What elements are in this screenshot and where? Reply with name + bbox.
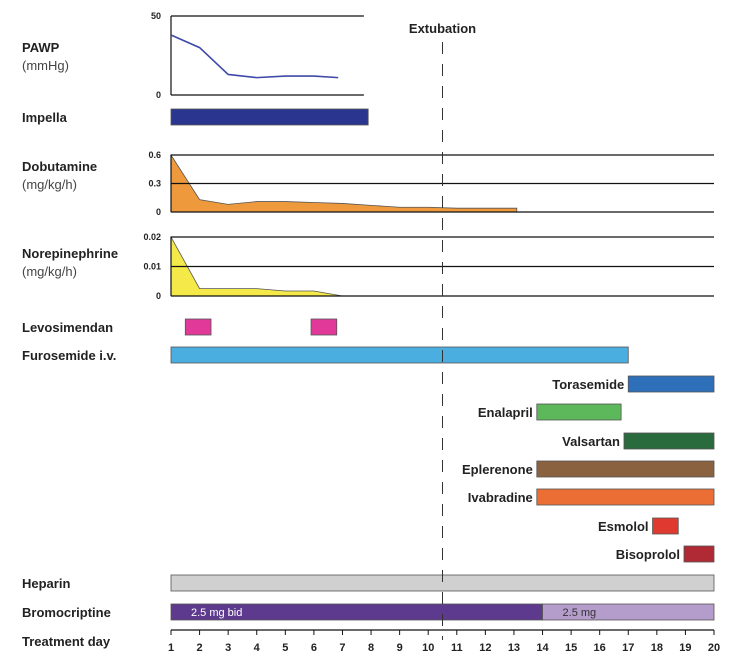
bar-segment (536, 460, 715, 478)
y-tick-label: 0 (156, 207, 161, 217)
x-tick-label: 19 (679, 642, 691, 654)
x-tick-label: 8 (368, 642, 374, 654)
row-label: Impella (22, 110, 68, 125)
row-label: Bromocriptine (22, 605, 111, 620)
x-tick-label: 11 (451, 642, 463, 654)
panel-unit: (mg/kg/h) (22, 264, 77, 279)
row-label: Valsartan (562, 434, 620, 449)
bar-segment (536, 403, 622, 421)
bar-segment (310, 318, 338, 336)
bar-segment (170, 108, 369, 126)
x-tick-label: 5 (282, 642, 288, 654)
row-label: Ivabradine (468, 490, 533, 505)
bar-segment (170, 346, 629, 364)
x-tick-label: 20 (708, 642, 720, 654)
x-tick-label: 3 (225, 642, 231, 654)
bar-segment (683, 545, 715, 563)
panel-label: PAWP (22, 40, 60, 55)
x-tick-label: 7 (339, 642, 345, 654)
x-axis-label: Treatment day (22, 634, 111, 649)
row-label: Levosimendan (22, 320, 113, 335)
panel-label: Dobutamine (22, 159, 97, 174)
panel-unit: (mg/kg/h) (22, 177, 77, 192)
x-tick-label: 15 (565, 642, 577, 654)
y-tick-label: 0.6 (148, 150, 161, 160)
x-tick-label: 18 (651, 642, 663, 654)
x-tick-label: 4 (254, 642, 261, 654)
row-label: Enalapril (478, 405, 533, 420)
bar-segment (184, 318, 212, 336)
bar-segment (627, 375, 715, 393)
y-tick-label: 0 (156, 291, 161, 301)
extubation-label: Extubation (409, 21, 476, 36)
x-tick-label: 10 (422, 642, 434, 654)
panel-unit: (mmHg) (22, 58, 69, 73)
x-tick-label: 16 (594, 642, 606, 654)
bar-label: 2.5 mg (563, 607, 597, 619)
y-tick-label: 50 (151, 11, 161, 21)
bar-segment (536, 488, 715, 506)
pawp-line (170, 34, 339, 79)
x-tick-label: 9 (397, 642, 403, 654)
x-tick-label: 2 (197, 642, 203, 654)
bar-segment (652, 517, 679, 535)
y-tick-label: 0 (156, 90, 161, 100)
bar-label: 2.5 mg bid (191, 607, 242, 619)
bar-segment (542, 603, 715, 621)
x-tick-label: 17 (622, 642, 634, 654)
row-label: Torasemide (552, 377, 624, 392)
x-tick-label: 14 (536, 642, 549, 654)
row-label: Heparin (22, 576, 70, 591)
row-label: Esmolol (598, 519, 649, 534)
row-label: Furosemide i.v. (22, 348, 116, 363)
x-tick-label: 6 (311, 642, 317, 654)
area-series (170, 153, 518, 213)
y-tick-label: 0.01 (143, 262, 161, 272)
row-label: Bisoprolol (616, 547, 680, 562)
panel-label: Norepinephrine (22, 246, 118, 261)
area-series (170, 235, 343, 297)
x-tick-label: 1 (168, 642, 174, 654)
row-label: Eplerenone (462, 462, 533, 477)
y-tick-label: 0.02 (143, 232, 161, 242)
y-tick-label: 0.3 (148, 179, 161, 189)
bar-segment (623, 432, 715, 450)
x-tick-label: 13 (508, 642, 520, 654)
x-tick-label: 12 (479, 642, 491, 654)
